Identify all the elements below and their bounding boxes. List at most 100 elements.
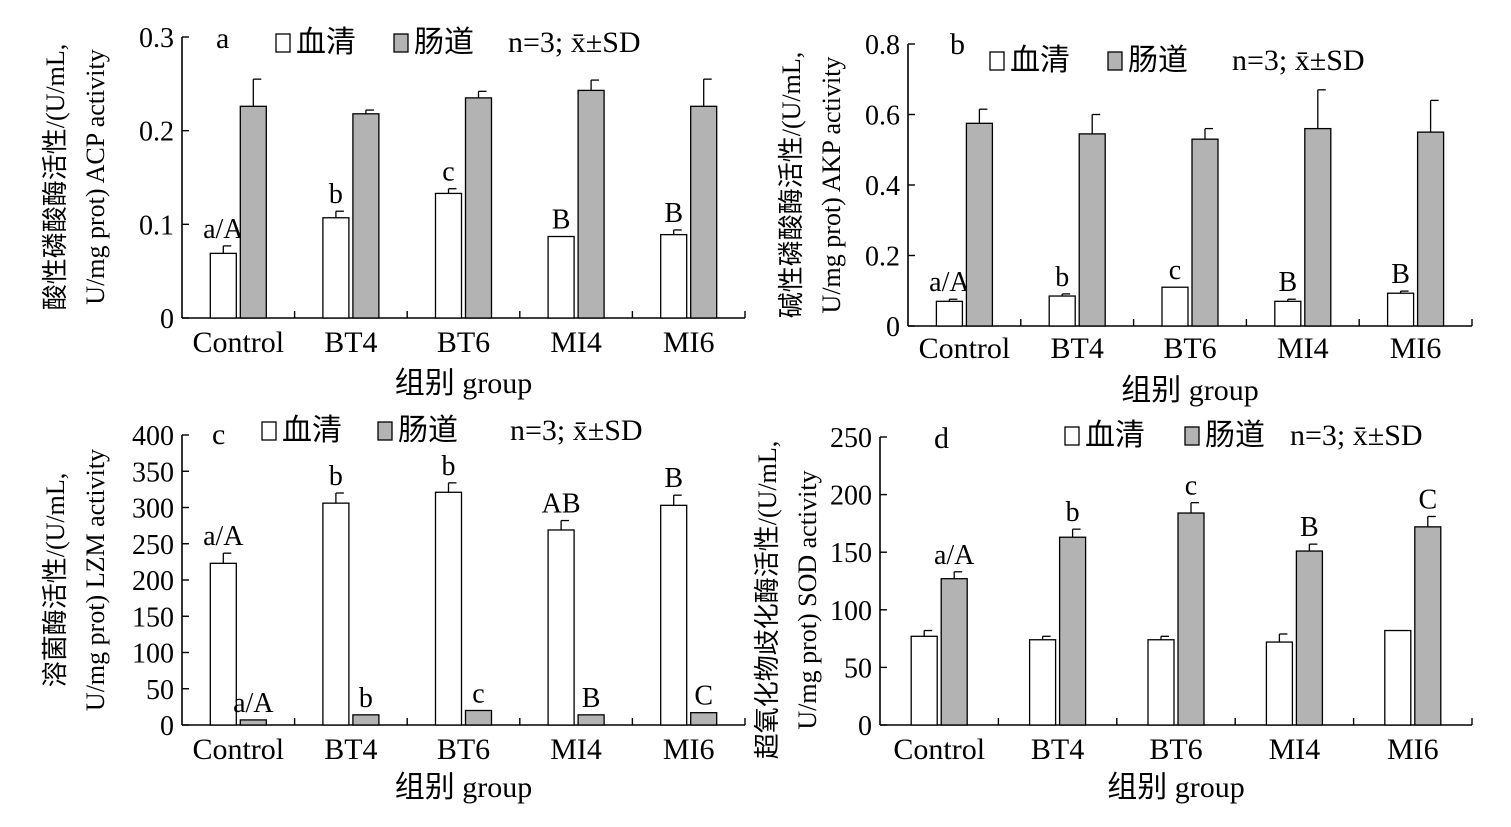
bar-serum [1161, 286, 1189, 327]
significance-label: b [1066, 497, 1080, 528]
y-axis-title: 超氧化物歧化酶活性/(U/mL, [753, 441, 782, 760]
chart-panel-d: 0 50 100 150 200 250 a/A Control b BT4 c BT6 B MI4 C MI… [753, 419, 1473, 804]
legend-swatch-serum [261, 421, 277, 441]
significance-label: b [359, 683, 373, 714]
bar-intestine [577, 714, 605, 726]
chart-panel-b: 0 0.2 0.4 0.6 0.8 a/A Control b BT4 c BT6 B MI4 B MI6 组… [777, 28, 1473, 407]
panel-letter: b [950, 28, 965, 61]
x-tick-label: Control [192, 326, 284, 359]
significance-label: a/A [203, 521, 244, 552]
y-tick-label: 0.1 [139, 210, 174, 241]
x-axis-title: 组别 group [1121, 374, 1259, 407]
x-tick-label: MI4 [550, 733, 602, 766]
bar-serum [660, 504, 688, 726]
legend-label-serum: 血清 [1010, 44, 1070, 77]
significance-label: a/A [929, 267, 970, 298]
bar-intestine [1304, 127, 1332, 327]
significance-label: B [664, 463, 683, 494]
x-tick-label: BT6 [1149, 733, 1202, 766]
x-tick-label: MI4 [550, 326, 602, 359]
bar-intestine [690, 105, 718, 319]
x-tick-label: BT4 [324, 326, 377, 359]
significance-label: b [329, 461, 343, 492]
bar-serum [1028, 639, 1057, 726]
bar-intestine [352, 113, 380, 319]
significance-label: B [1391, 259, 1410, 290]
x-tick-label: BT4 [1051, 332, 1104, 365]
bar-intestine [352, 714, 380, 726]
bar-intestine [464, 709, 493, 726]
x-axis-title: 组别 group [1107, 771, 1245, 804]
legend-stats: n=3; x̄±SD [510, 414, 643, 447]
bar-serum [660, 233, 688, 319]
bar-intestine [1414, 526, 1442, 726]
y-axis-title: 碱性磷酸酶活性/(U/mL, [777, 52, 806, 319]
bar-serum [1147, 639, 1175, 726]
bar-serum [1265, 641, 1294, 726]
y-tick-label: 0 [160, 711, 174, 742]
y-tick-label: 0 [858, 711, 872, 742]
significance-label: B [1278, 267, 1297, 298]
significance-label: c [472, 679, 484, 710]
bar-serum [910, 635, 938, 726]
chart-panel-a: 0 0.1 0.2 0.3 a/A Control b BT4 c BT6 B MI4 B MI6 组别 g… [41, 22, 746, 400]
bar-intestine [690, 712, 718, 726]
bar-serum [434, 491, 463, 726]
significance-label: c [442, 157, 454, 188]
y-tick-label: 350 [132, 457, 174, 488]
y-tick-label: 300 [132, 494, 174, 525]
bar-intestine [239, 719, 267, 726]
x-axis-title: 组别 group [395, 771, 533, 804]
bar-intestine [965, 122, 994, 327]
legend-swatch-intestine [1107, 51, 1123, 71]
x-tick-label: MI4 [1277, 332, 1329, 365]
legend-label-intestine: 肠道 [414, 26, 474, 59]
significance-label: B [582, 683, 601, 714]
y-axis-title: U/mg prot) ACP activity [81, 49, 110, 304]
legend-stats: n=3; x̄±SD [1290, 419, 1423, 452]
significance-label: b [442, 451, 456, 482]
significance-label: a/A [203, 214, 244, 245]
bar-serum [209, 252, 237, 319]
bar-intestine [1416, 131, 1445, 327]
significance-label: b [329, 179, 343, 210]
significance-label: c [1185, 471, 1197, 502]
y-tick-label: 100 [830, 596, 872, 627]
bar-serum [1384, 629, 1412, 726]
significance-label: AB [542, 489, 581, 520]
x-tick-label: MI6 [663, 326, 715, 359]
x-tick-label: BT6 [437, 326, 490, 359]
bar-intestine [1295, 550, 1324, 726]
y-tick-label: 250 [132, 530, 174, 561]
x-tick-label: Control [192, 733, 284, 766]
y-tick-label: 200 [132, 566, 174, 597]
x-tick-label: MI6 [1390, 332, 1442, 365]
y-axis-title: 酸性磷酸酶活性/(U/mL, [41, 44, 70, 311]
legend-stats: n=3; x̄±SD [1232, 44, 1365, 77]
significance-label: B [1300, 512, 1319, 543]
significance-label: C [1418, 484, 1437, 515]
y-tick-label: 0.2 [139, 117, 174, 148]
bar-serum [434, 192, 463, 319]
y-tick-label: 0.2 [865, 242, 900, 273]
y-tick-label: 0.4 [865, 171, 900, 202]
y-tick-label: 150 [132, 602, 174, 633]
legend-swatch-intestine [393, 33, 409, 53]
legend-swatch-intestine [1184, 426, 1200, 446]
y-axis-title: U/mg prot) AKP activity [817, 57, 846, 314]
bar-intestine [239, 105, 267, 319]
legend-swatch-intestine [377, 421, 393, 441]
y-tick-label: 0.3 [139, 23, 174, 54]
legend-label-serum: 血清 [296, 26, 356, 59]
panel-letter: c [212, 418, 225, 451]
significance-label: a/A [233, 688, 274, 719]
bar-intestine [1191, 138, 1219, 327]
y-tick-label: 200 [830, 481, 872, 512]
bar-intestine [1177, 512, 1205, 726]
significance-label: B [552, 205, 571, 236]
bar-intestine [940, 578, 968, 726]
x-tick-label: MI6 [663, 733, 715, 766]
y-tick-label: 0.6 [865, 101, 900, 132]
bar-serum [322, 217, 350, 319]
bar-intestine [1058, 536, 1087, 726]
